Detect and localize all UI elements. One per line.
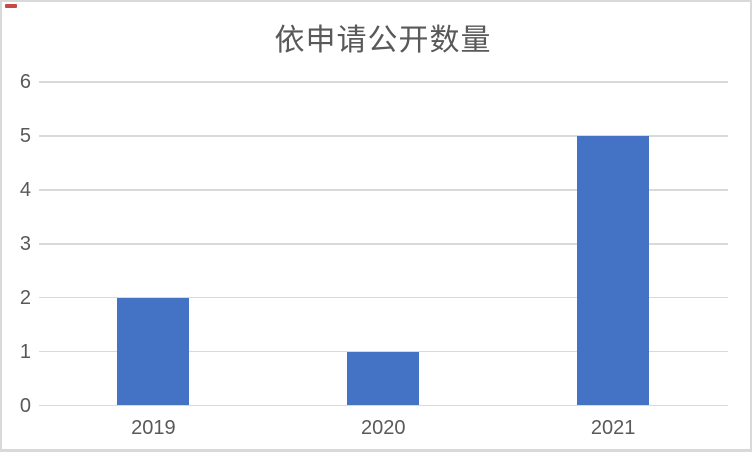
- bar-2020: [347, 351, 420, 406]
- y-axis-label-2: 2: [19, 286, 31, 309]
- x-axis-label-2021: 2021: [590, 417, 636, 439]
- chart-title: 依申请公开数量: [274, 24, 492, 57]
- gridline: [38, 296, 728, 299]
- y-axis-label-4: 4: [19, 178, 31, 201]
- y-axis-label-6: 6: [19, 71, 31, 93]
- y-axis-label-5: 5: [19, 124, 31, 147]
- gridline: [38, 189, 728, 191]
- gridline: [38, 135, 728, 137]
- x-axis-line: [38, 404, 728, 407]
- red-dash-artifact: [5, 4, 17, 8]
- gridline: [38, 243, 728, 245]
- x-axis-label-2020: 2020: [361, 417, 406, 439]
- bar-2019: [117, 297, 190, 406]
- y-axis-label-0: 0: [19, 394, 31, 417]
- y-axis-label-1: 1: [19, 340, 31, 363]
- bar-2021: [577, 135, 650, 406]
- y-axis-label-3: 3: [19, 232, 31, 255]
- gridline: [38, 81, 728, 83]
- x-axis-label-2019: 2019: [131, 417, 176, 439]
